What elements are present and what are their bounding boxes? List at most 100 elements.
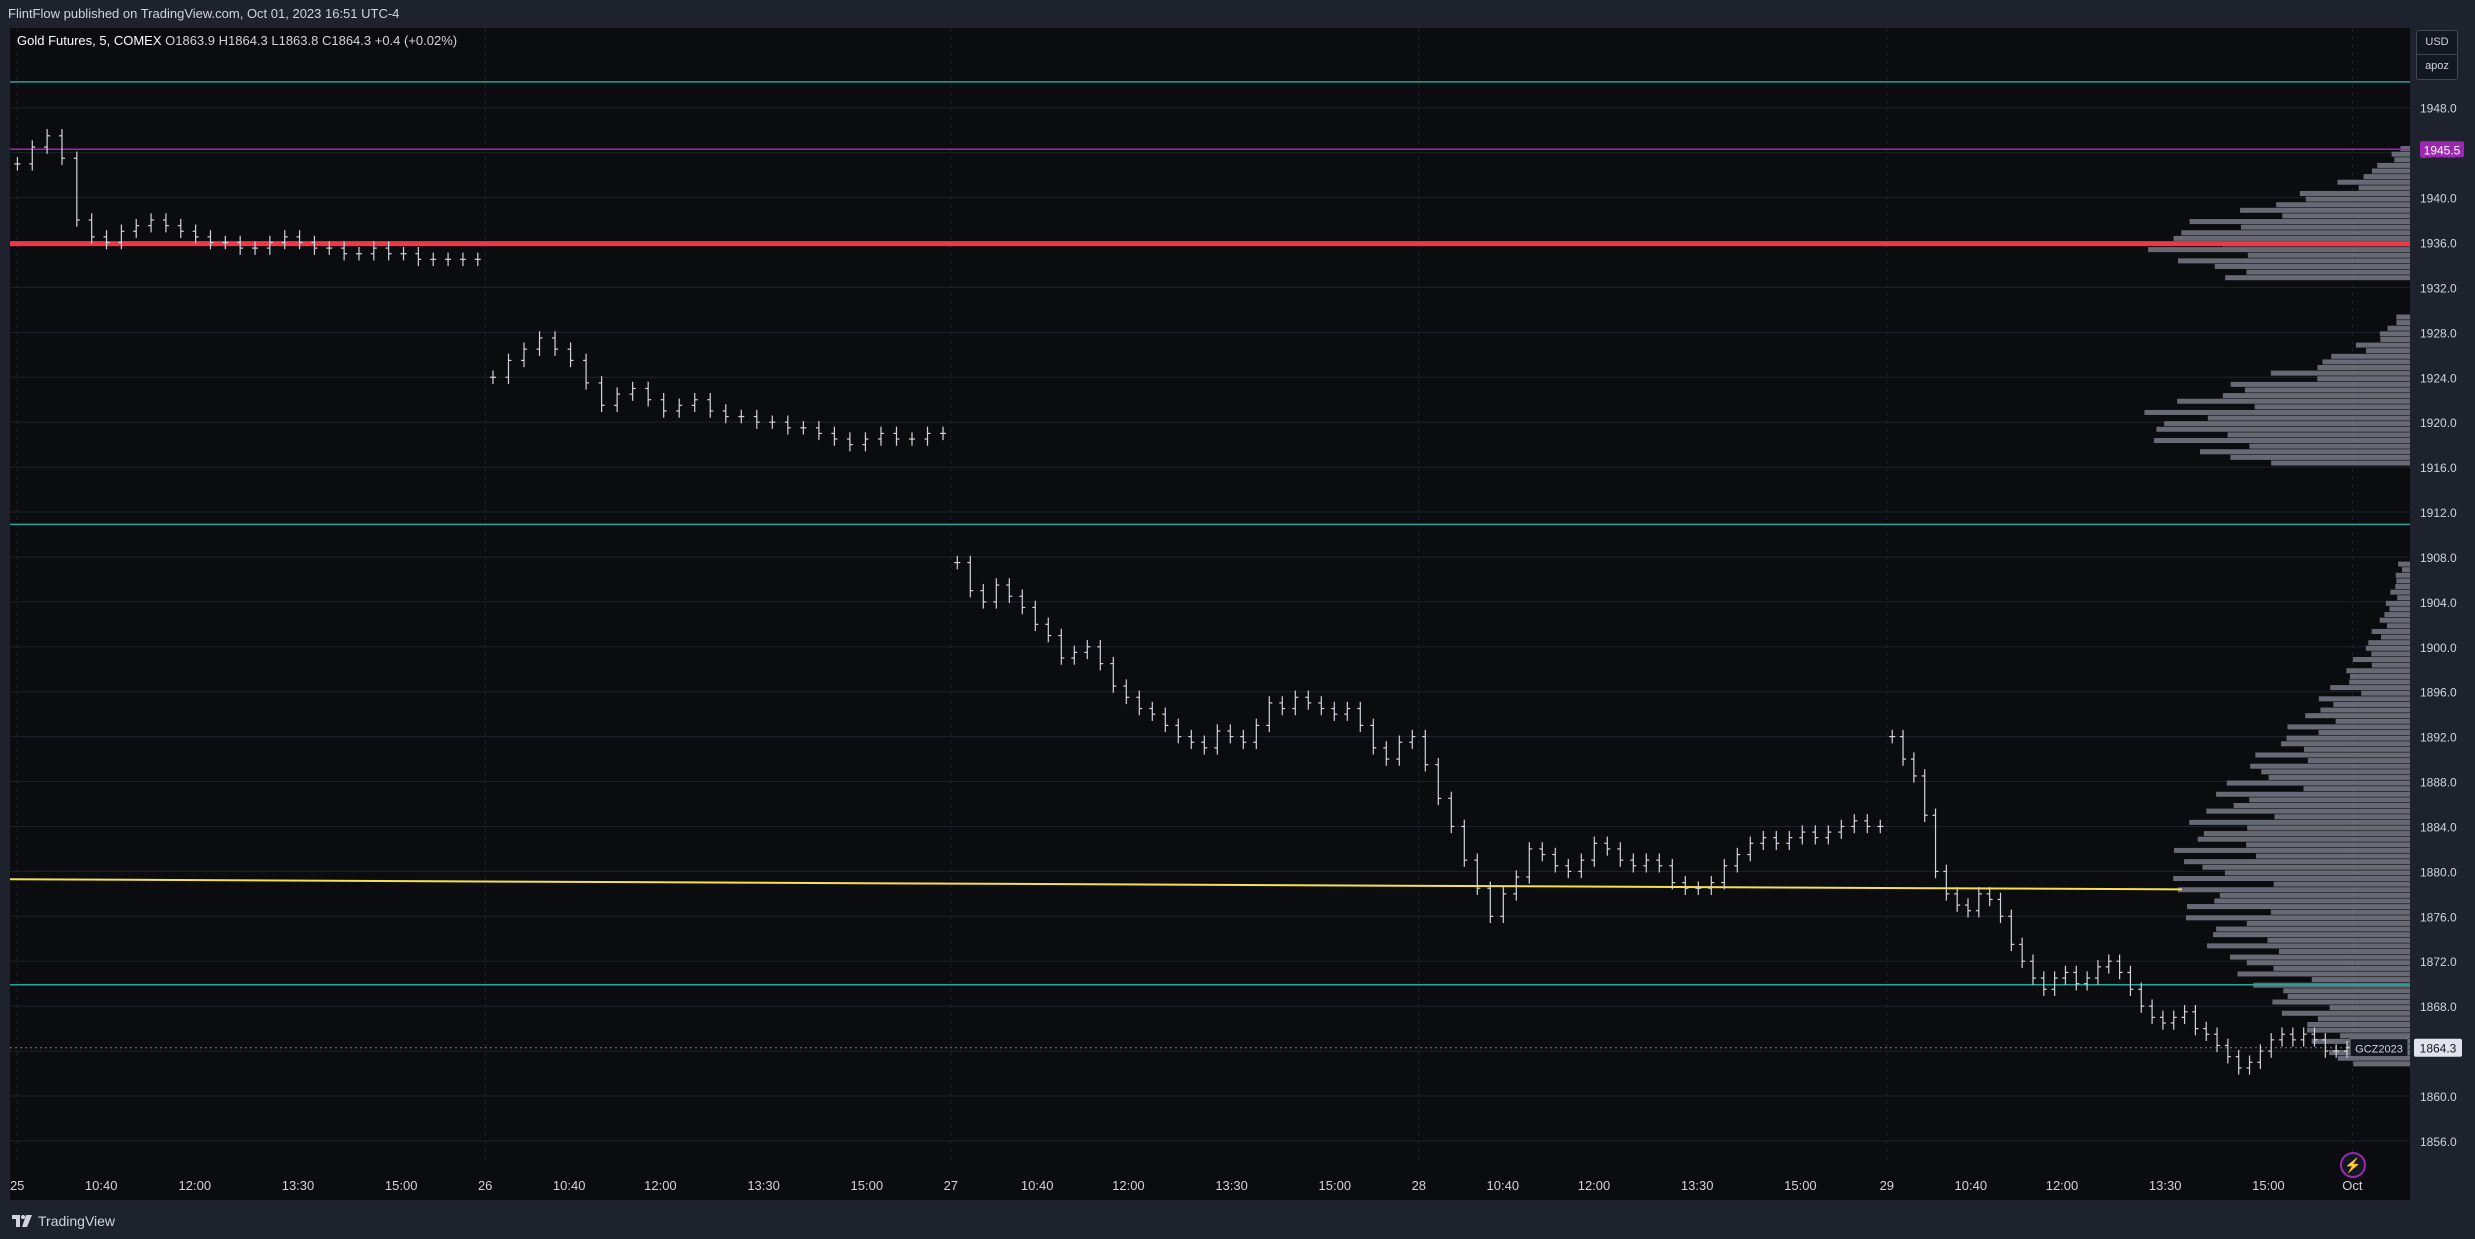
volume-profile-bar [2397,595,2410,601]
price-bar [445,252,452,267]
price-bar [722,404,729,424]
y-tick-label: 1860.0 [2420,1090,2457,1104]
volume-profile-bar [2206,808,2410,814]
x-tick-label: 12:00 [1578,1178,1611,1193]
price-bar [2279,1027,2286,1047]
currency-unit-label[interactable]: apoz [2425,60,2449,72]
currency-code[interactable]: USD [2417,31,2457,55]
price-bar [769,415,776,429]
price-bar [1240,729,1247,749]
volume-profile-bar [2387,623,2410,629]
price-bar [1318,696,1325,716]
price-bar [1975,887,1982,918]
legend-symbol[interactable]: Gold Futures, 5, COMEX [17,33,162,48]
y-tick-label: 1892.0 [2420,731,2457,745]
volume-profile-bar [2395,572,2410,578]
price-bar [1383,741,1390,766]
level-price-tag [2420,141,2464,158]
price-bar [1721,859,1728,890]
price-bar [1019,589,1026,615]
price-bar [1305,690,1312,710]
volume-profile-bar [2365,348,2410,354]
price-bar [133,218,140,239]
tradingview-brand[interactable]: TradingView [12,1213,115,1229]
volume-profile-bar [2270,370,2410,376]
price-bar [940,426,947,441]
volume-profile-bar [2371,168,2410,174]
volume-profile-bar [2219,892,2410,898]
price-bar [1032,600,1039,632]
y-tick-label: 1948.0 [2420,102,2457,116]
x-tick-label: 15:00 [851,1178,884,1193]
volume-profile-bar [2281,741,2410,747]
volume-profile-bar [2233,803,2410,809]
price-bar [1921,769,1928,822]
price-bar [598,376,605,413]
lightning-icon[interactable]: ⚡ [2340,1152,2366,1178]
volume-profile-bar [2156,426,2410,432]
price-bar [846,432,853,452]
volume-profile-bar [2352,657,2410,663]
price-bar [311,235,318,255]
y-tick-label: 1920.0 [2420,416,2457,430]
chart-area[interactable] [10,28,2410,1200]
price-bar [1630,853,1637,873]
y-tick-label: 1896.0 [2420,686,2457,700]
price-bar [2019,937,2026,968]
volume-profile-bar [2225,275,2410,281]
price-bar [1864,814,1871,834]
price-bar [660,392,667,418]
price-bar [1591,836,1598,867]
volume-profile-bar [2213,932,2410,938]
price-bar [1565,859,1572,879]
y-tick-label: 1936.0 [2420,236,2457,250]
price-bar [877,426,884,446]
x-tick-label: 13:30 [747,1178,780,1193]
price-bar [2116,954,2123,980]
volume-profile-bar [2153,438,2410,444]
price-bar [1552,847,1559,873]
price-bar [629,381,636,401]
volume-profile-bar [2185,915,2410,921]
price-bar [954,555,961,570]
price-bar [2127,965,2134,997]
price-bar [252,241,259,255]
volume-profile-bar [2246,269,2410,275]
price-bar [370,241,377,261]
price-bar [177,218,184,239]
price-bar [1838,819,1845,839]
price-bar [1071,645,1078,665]
volume-profile-bar [2303,746,2410,752]
price-bar [1760,830,1767,851]
price-bar [1889,729,1896,744]
price-bar [29,140,36,171]
volume-profile-bar [2255,752,2410,758]
price-bar [192,224,199,244]
volume-profile-bar [2227,432,2410,438]
volume-profile-bar [2250,763,2410,769]
currency-selector[interactable]: USD apoz [2416,30,2458,80]
x-tick-label: 15:00 [1319,1178,1352,1193]
price-bar [691,392,698,413]
chart-legend: Gold Futures, 5, COMEX O1863.9 H1864.3 L… [17,33,457,48]
volume-profile-bar [2396,578,2410,584]
price-bar [222,235,229,250]
price-bar [909,432,915,446]
price-bar [2040,971,2047,997]
price-bar [1292,690,1299,716]
price-bar [1331,701,1338,721]
volume-profile-bar [2396,314,2410,320]
published-header: FlintFlow published on TradingView.com, … [0,0,2475,28]
price-bar [1669,859,1676,890]
volume-profile-bar [2202,864,2410,870]
volume-profile-bar [2240,207,2410,213]
volume-profile-bar [2361,690,2410,696]
price-bar [2149,999,2156,1025]
volume-profile-bar [2273,965,2410,971]
price-bar [355,246,362,261]
trend-line[interactable] [9,878,2183,891]
price-bar [1214,724,1221,755]
price-bar [552,331,559,356]
volume-profile-bar [2189,219,2410,225]
